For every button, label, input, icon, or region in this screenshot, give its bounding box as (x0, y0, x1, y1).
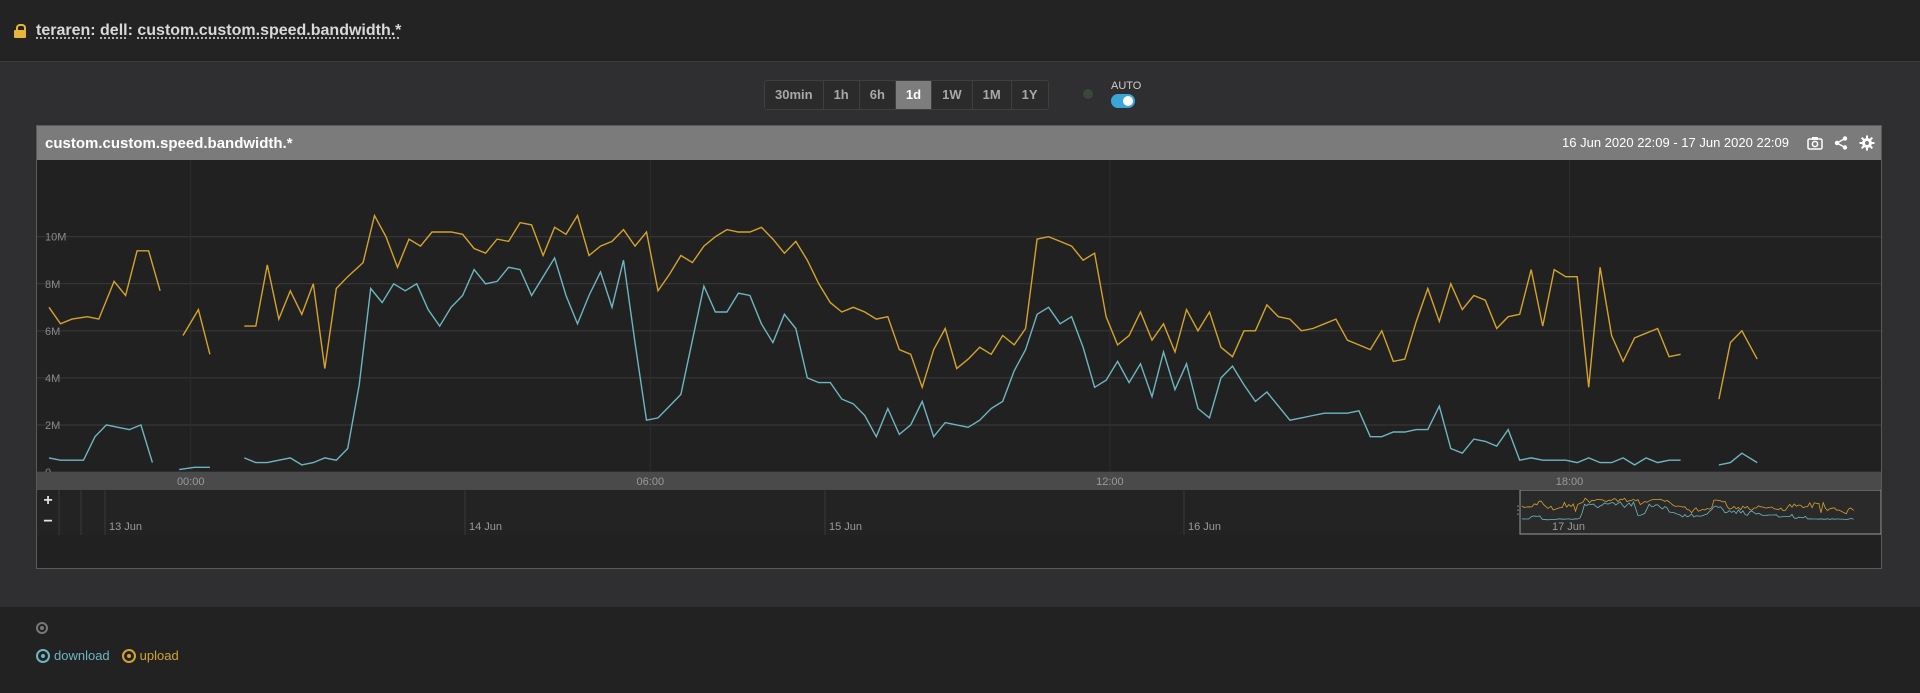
series-line-download (48, 423, 154, 463)
range-button-1d[interactable]: 1d (895, 81, 933, 109)
chart-panel: custom.custom.speed.bandwidth.* 16 Jun 2… (36, 125, 1882, 569)
range-button-1y[interactable]: 1Y (1011, 81, 1048, 109)
legend-items: download upload (36, 648, 191, 663)
x-axis-band (37, 472, 1881, 489)
series-line-upload (244, 213, 1681, 390)
overview-left-handle: ⋮ (1512, 503, 1524, 517)
y-tick-label: 10M (45, 232, 66, 244)
work-area: 30min 1h 6h 1d 1W 1M 1Y AUTO custom.cust… (0, 62, 1920, 607)
camera-icon[interactable] (1807, 135, 1823, 151)
x-tick-label: 18:00 (1556, 476, 1584, 488)
breadcrumb-separator: : (127, 21, 138, 39)
breadcrumb: teraren: dell: custom.custom.speed.bandw… (36, 22, 401, 40)
chart-title: custom.custom.speed.bandwidth.* (45, 134, 293, 152)
y-tick-label: 4M (45, 373, 60, 385)
legend-label-download: download (54, 648, 110, 663)
breadcrumb-host-link[interactable]: teraren (36, 21, 91, 39)
overview-day-label: 17 Jun (1552, 521, 1585, 533)
series-line-upload (182, 307, 211, 355)
breadcrumb-separator: : (90, 21, 101, 39)
y-tick-label: 6M (45, 326, 60, 338)
series-line-upload (48, 250, 161, 325)
overview-sparkline-upload (1521, 497, 1854, 515)
overview-sparkline-download (1521, 501, 1854, 521)
y-tick-label: 2M (45, 420, 60, 432)
range-button-1m[interactable]: 1M (972, 81, 1012, 109)
legend-toggle-all[interactable] (36, 622, 48, 634)
legend-label-upload: upload (139, 648, 179, 663)
legend-item-upload[interactable]: upload (121, 648, 179, 663)
overview-day-label: 15 Jun (829, 521, 862, 533)
series-line-download (1718, 452, 1758, 466)
range-button-6h[interactable]: 6h (859, 81, 896, 109)
refresh-status-indicator (1083, 89, 1093, 99)
series-line-upload (1718, 329, 1758, 400)
time-range-selector: 30min 1h 6h 1d 1W 1M 1Y (764, 80, 1049, 110)
overview-day-label: 13 Jun (109, 521, 142, 533)
upload-series-icon (121, 648, 136, 663)
zoom-out-button[interactable]: − (43, 513, 53, 530)
chart-panel-header: custom.custom.speed.bandwidth.* 16 Jun 2… (37, 126, 1881, 160)
share-icon[interactable] (1833, 135, 1849, 151)
legend: download upload (36, 622, 191, 663)
x-tick-label: 12:00 (1096, 476, 1124, 488)
lock-icon (14, 23, 26, 38)
series-line-download (244, 256, 1681, 466)
x-tick-label: 00:00 (177, 476, 205, 488)
top-bar: teraren: dell: custom.custom.speed.bandw… (0, 0, 1920, 62)
chart-time-range: 16 Jun 2020 22:09 - 17 Jun 2020 22:09 (1562, 135, 1789, 150)
zoom-in-button[interactable]: + (43, 492, 53, 509)
download-series-icon (36, 648, 50, 663)
auto-refresh-label: AUTO (1111, 80, 1142, 92)
range-button-1w[interactable]: 1W (932, 81, 973, 109)
auto-refresh: AUTO (1111, 80, 1151, 108)
gear-icon[interactable] (1859, 135, 1875, 151)
legend-item-download[interactable]: download (36, 648, 110, 663)
x-tick-label: 06:00 (637, 476, 665, 488)
overview-day-label: 14 Jun (469, 521, 502, 533)
breadcrumb-metric-link[interactable]: custom.custom.speed.bandwidth.* (137, 21, 402, 39)
y-tick-label: 8M (45, 279, 60, 291)
auto-refresh-toggle[interactable] (1111, 94, 1135, 108)
breadcrumb-node-link[interactable]: dell (100, 21, 128, 39)
series-line-download (179, 466, 210, 471)
range-button-30min[interactable]: 30min (765, 81, 824, 109)
overview-day-label: 16 Jun (1188, 521, 1221, 533)
range-button-1h[interactable]: 1h (823, 81, 860, 109)
